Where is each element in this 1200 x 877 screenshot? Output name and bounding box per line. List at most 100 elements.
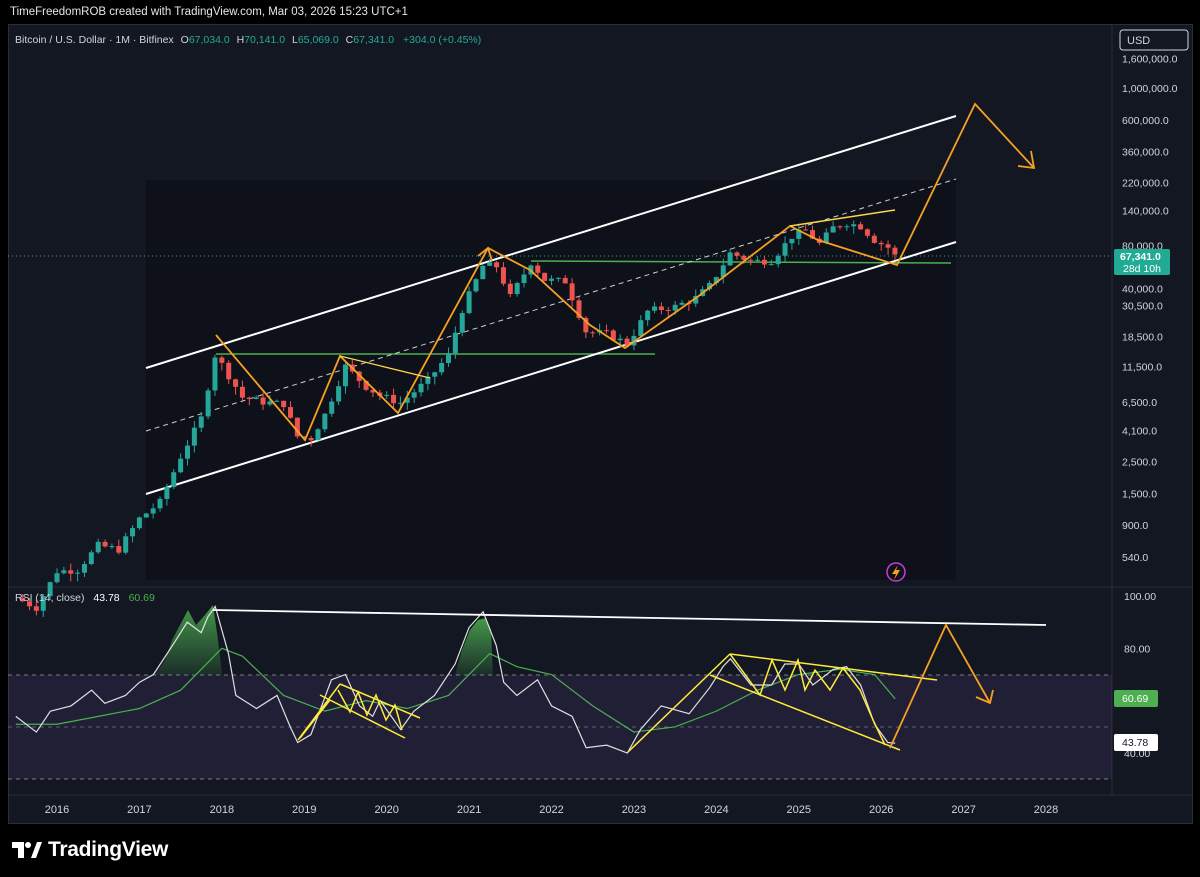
legend-c-label: C — [346, 34, 354, 46]
price-zigzag-projection[interactable] — [215, 102, 1035, 442]
candle-body — [473, 279, 479, 292]
rsi-ma-line — [15, 647, 896, 733]
candle-body — [425, 376, 431, 384]
candle-body — [796, 229, 802, 239]
rsi-projection-arrowhead — [975, 689, 994, 705]
candle-body — [205, 390, 211, 417]
legend-c-value: 67,341.0 — [353, 34, 394, 46]
rsi-resistance-line[interactable] — [212, 609, 1047, 626]
time-tick-label: 2027 — [951, 804, 975, 816]
time-tick-label: 2017 — [127, 804, 151, 816]
price-tick-label: 2,500.0 — [1122, 456, 1157, 468]
lightning-icon[interactable] — [886, 562, 906, 582]
price-tick-label: 30,500.0 — [1122, 301, 1163, 313]
candle-body — [274, 400, 280, 402]
candle-body — [363, 380, 369, 390]
time-tick-label: 2022 — [539, 804, 563, 816]
attribution-text: TimeFreedomROB created with TradingView.… — [10, 6, 408, 18]
rsi-projection-arrow[interactable] — [889, 623, 991, 749]
candle-body — [761, 259, 767, 265]
candle-body — [507, 283, 513, 294]
time-tick-label: 2026 — [869, 804, 893, 816]
candle-body — [535, 265, 541, 273]
candle-body — [33, 606, 39, 611]
candle-body — [562, 277, 568, 284]
candle-body — [603, 330, 609, 332]
candle-body — [198, 416, 204, 428]
candle-body — [281, 400, 287, 408]
candle-body — [68, 570, 74, 574]
candle-body — [487, 262, 493, 266]
rsi-overbought-fill-2021 — [455, 618, 493, 675]
candle-body — [878, 242, 884, 245]
candle-body — [638, 320, 644, 336]
price-tick-label: 11,500.0 — [1122, 361, 1162, 373]
candle-body — [713, 277, 719, 284]
candle-body — [624, 338, 630, 346]
candle-body — [617, 338, 623, 341]
time-tick-label: 2024 — [704, 804, 728, 816]
currency-label: USD — [1127, 35, 1150, 47]
candle-body — [679, 302, 685, 305]
candle-body — [789, 238, 795, 244]
candle-body — [494, 262, 500, 268]
candle-body — [178, 458, 184, 473]
last-price-value: 67,341.0 — [1120, 251, 1161, 263]
currency-button[interactable]: USD — [1119, 29, 1189, 51]
price-tick-label: 600,000.0 — [1122, 115, 1169, 127]
candle-body — [514, 283, 520, 294]
candle-body — [184, 445, 190, 459]
time-tick-label: 2020 — [374, 804, 398, 816]
candle-body — [755, 259, 761, 261]
candle-body — [782, 243, 788, 256]
price-tick-label: 360,000.0 — [1122, 147, 1169, 159]
rsi-legend[interactable]: RSI (14, close) 43.78 60.69 — [15, 592, 155, 604]
candle-body — [658, 306, 664, 310]
channel-lower-line[interactable] — [145, 241, 957, 495]
candle-body — [500, 267, 506, 284]
legend-symbol: Bitcoin / U.S. Dollar · 1M · Bitfinex — [15, 34, 174, 46]
attribution-header: TimeFreedomROB created with TradingView.… — [0, 0, 1200, 24]
candle-body — [164, 487, 170, 499]
candle-body — [645, 310, 651, 321]
candle-body — [665, 309, 671, 311]
candle-body — [95, 541, 101, 553]
price-tick-label: 1,500.0 — [1122, 488, 1157, 500]
candle-body — [480, 265, 486, 280]
rsi-value: 43.78 — [93, 592, 119, 604]
legend-o-value: 67,034.0 — [189, 34, 230, 46]
candle-body — [267, 401, 273, 405]
svg-text:RSI (14, close) 43.78: RSI (14, close) 43.78 60.69 — [15, 592, 155, 604]
candle-body — [734, 252, 740, 256]
tradingview-logo[interactable]: TradingView — [12, 838, 168, 862]
time-tick-label: 2021 — [457, 804, 481, 816]
channel-upper-line[interactable] — [145, 115, 957, 369]
wedge-upper-2019 — [339, 355, 431, 379]
candle-body — [693, 295, 699, 304]
rsi-tick-label: 100.00 — [1124, 591, 1156, 603]
channel-shade — [146, 180, 956, 580]
price-projection-arrowhead — [1017, 150, 1036, 170]
candle-body — [109, 546, 115, 548]
candle-body — [864, 229, 870, 236]
candle-body — [301, 436, 307, 438]
candle-body — [411, 392, 417, 398]
candle-body — [315, 429, 321, 441]
candle-body — [810, 230, 816, 239]
candle-body — [459, 313, 465, 333]
candle-body — [322, 413, 328, 430]
candle-body — [466, 291, 472, 314]
candle-body — [803, 229, 809, 231]
price-tick-label: 540.0 — [1122, 552, 1148, 564]
candle-body — [397, 402, 403, 404]
candle-body — [75, 572, 81, 574]
symbol-legend[interactable]: Bitcoin / U.S. Dollar · 1M · Bitfinex O6… — [15, 34, 481, 46]
candle-body — [439, 362, 445, 373]
candle-body — [288, 407, 294, 418]
candle-body — [157, 498, 163, 509]
candle-countdown: 28d 10h — [1123, 263, 1161, 275]
candle-body — [123, 536, 129, 553]
candle-body — [768, 264, 774, 266]
candle-body — [672, 304, 678, 311]
